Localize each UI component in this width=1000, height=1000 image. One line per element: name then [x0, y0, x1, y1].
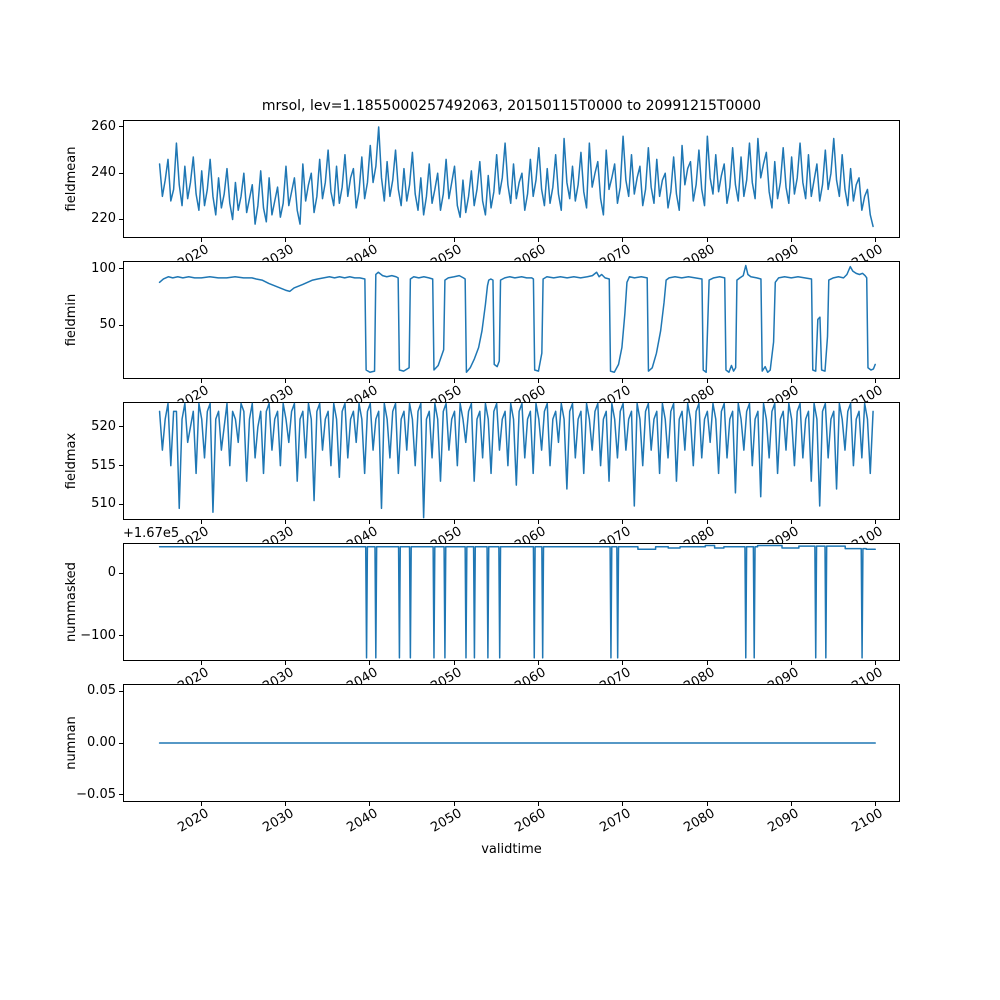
x-tick-mark — [706, 520, 708, 524]
x-tick-mark — [537, 238, 539, 242]
x-tick-mark — [285, 661, 287, 665]
axes-fieldmean — [123, 120, 900, 238]
y-tick-mark — [119, 742, 123, 744]
x-axis-label: validtime — [481, 842, 542, 857]
x-tick-mark — [285, 379, 287, 383]
x-tick-mark — [622, 661, 624, 665]
x-tick-mark — [369, 661, 371, 665]
x-tick-mark — [790, 238, 792, 242]
y-tick-label: 0.05 — [87, 683, 116, 699]
y-tick-label: −100 — [80, 627, 116, 643]
x-tick-mark — [369, 238, 371, 242]
y-tick-mark — [119, 572, 123, 574]
x-tick-mark — [706, 238, 708, 242]
y-tick-label: 510 — [91, 496, 116, 512]
x-tick-label: 2050 — [428, 806, 465, 836]
figure-title: mrsol, lev=1.1855000257492063, 20150115T… — [261, 98, 762, 114]
y-tick-label: 50 — [99, 317, 116, 333]
y-tick-mark — [119, 690, 123, 692]
y-tick-label: −0.05 — [76, 786, 116, 802]
x-tick-mark — [706, 802, 708, 806]
y-tick-label: 0.00 — [87, 735, 116, 750]
x-tick-mark — [790, 379, 792, 383]
y-tick-label: 515 — [91, 457, 116, 473]
x-tick-label: 2020 — [175, 806, 212, 836]
y-tick-mark — [119, 324, 123, 326]
x-tick-mark — [875, 379, 877, 383]
y-tick-mark — [119, 503, 123, 505]
x-tick-label: 2070 — [597, 806, 634, 836]
x-tick-mark — [200, 238, 202, 242]
x-tick-mark — [453, 661, 455, 665]
x-tick-mark — [285, 802, 287, 806]
x-tick-mark — [285, 238, 287, 242]
x-tick-mark — [200, 802, 202, 806]
x-tick-mark — [200, 379, 202, 383]
x-tick-mark — [537, 661, 539, 665]
x-tick-mark — [875, 520, 877, 524]
y-tick-label: 100 — [91, 260, 116, 276]
x-tick-label: 2060 — [512, 806, 549, 836]
y-tick-mark — [119, 126, 123, 128]
x-tick-mark — [622, 379, 624, 383]
x-tick-mark — [875, 802, 877, 806]
y-tick-label: 0 — [107, 565, 116, 581]
y-tick-mark — [119, 268, 123, 270]
y-tick-mark — [119, 794, 123, 796]
axes-numnan — [123, 684, 900, 802]
axes-frame — [123, 543, 900, 661]
y-tick-label: 220 — [91, 211, 116, 227]
x-tick-label: 2080 — [681, 806, 718, 836]
x-tick-mark — [537, 802, 539, 806]
axes-fieldmax — [123, 402, 900, 520]
x-tick-mark — [706, 661, 708, 665]
plot-line-nummasked — [158, 544, 876, 659]
y-tick-mark — [119, 218, 123, 220]
x-tick-label: 2030 — [259, 806, 297, 836]
x-tick-mark — [453, 379, 455, 383]
x-tick-mark — [369, 520, 371, 524]
y-tick-mark — [119, 426, 123, 428]
x-tick-mark — [537, 520, 539, 524]
plot-line-fieldmean — [158, 126, 874, 228]
y-tick-label: 260 — [91, 118, 116, 134]
x-tick-label: 2100 — [849, 806, 887, 836]
x-tick-mark — [622, 238, 624, 242]
y-axis-offset-text: +1.67e5 — [123, 526, 180, 541]
y-tick-label: 240 — [91, 165, 116, 181]
x-tick-mark — [790, 520, 792, 524]
axes-frame — [123, 261, 900, 379]
axes-nummasked — [123, 543, 900, 661]
y-tick-mark — [119, 635, 123, 637]
x-tick-mark — [706, 379, 708, 383]
x-tick-mark — [453, 520, 455, 524]
x-tick-label: 2090 — [765, 806, 802, 836]
x-tick-mark — [369, 379, 371, 383]
y-tick-mark — [119, 172, 123, 174]
x-tick-mark — [875, 661, 877, 665]
plot-line-fieldmin — [158, 264, 876, 374]
axes-fieldmin — [123, 261, 900, 379]
x-tick-mark — [200, 520, 202, 524]
x-tick-mark — [369, 802, 371, 806]
plot-line-fieldmax — [158, 402, 874, 519]
x-tick-mark — [453, 238, 455, 242]
x-tick-mark — [875, 238, 877, 242]
x-tick-mark — [622, 802, 624, 806]
x-tick-mark — [200, 661, 202, 665]
axes-frame — [123, 120, 900, 238]
x-tick-mark — [622, 520, 624, 524]
y-tick-mark — [119, 465, 123, 467]
x-tick-mark — [790, 802, 792, 806]
x-tick-label: 2040 — [344, 806, 381, 836]
x-tick-mark — [453, 802, 455, 806]
x-tick-mark — [285, 520, 287, 524]
x-tick-mark — [537, 379, 539, 383]
x-tick-mark — [790, 661, 792, 665]
y-tick-label: 520 — [91, 418, 116, 434]
